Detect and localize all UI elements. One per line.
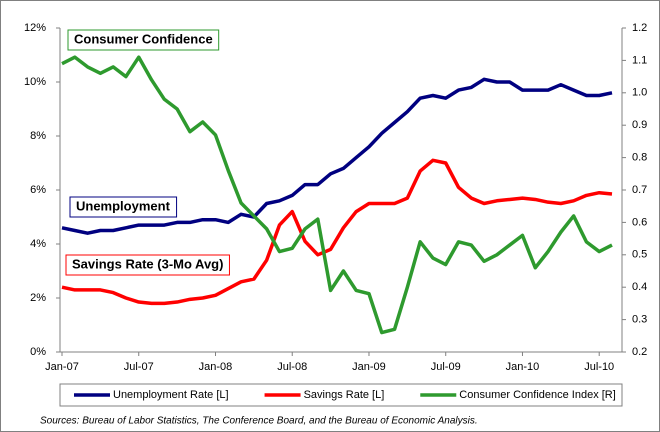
y-tick-label: 4% [30,238,46,250]
series-line [61,158,613,306]
y2-tick-label: 0.5 [632,249,647,261]
series-line [61,77,613,235]
annotation: Savings Rate (3-Mo Avg) [65,254,230,276]
y-tick-label: 0% [30,346,46,358]
x-tick-label: Jul-09 [431,361,461,373]
y2-tick-label: 0.7 [632,184,647,196]
series-line [61,55,613,335]
legend-label: Unemployment Rate [L] [113,389,229,401]
x-tick-label: Jan-08 [199,361,233,373]
annotation-box [67,29,220,51]
source-note: Sources: Bureau of Labor Statistics, The… [40,416,478,427]
legend-label: Savings Rate [L] [304,389,385,401]
x-tick-label: Jan-09 [352,361,386,373]
legend-label: Consumer Confidence Index [R] [459,389,616,401]
legend-box [59,383,623,407]
y-tick-label: 6% [30,184,46,196]
annotation-text: Savings Rate (3-Mo Avg) [72,256,223,271]
annotation: Consumer Confidence [67,29,220,51]
y-tick-label: 8% [30,130,46,142]
y2-tick-label: 0.2 [632,346,647,358]
x-tick-label: Jan-07 [45,361,79,373]
x-tick-label: Jan-10 [506,361,540,373]
x-tick-label: Jul-08 [277,361,307,373]
y2-tick-label: 1.2 [632,22,647,34]
y2-tick-label: 0.9 [632,119,647,131]
annotation-text: Consumer Confidence [74,31,213,46]
y2-tick-label: 0.4 [632,281,647,293]
y-tick-label: 12% [24,22,46,34]
annotation-text: Unemployment [76,198,171,213]
annotation-box [69,196,178,218]
y2-tick-label: 0.3 [632,314,647,326]
annotation: Unemployment [69,196,178,218]
y2-tick-label: 0.6 [632,216,647,228]
y2-tick-label: 1.1 [632,54,647,66]
y2-tick-label: 0.8 [632,152,647,164]
annotation-box [65,254,230,276]
y2-tick-label: 1.0 [632,87,647,99]
x-tick-label: Jul-10 [584,361,614,373]
y-tick-label: 2% [30,292,46,304]
y-tick-label: 10% [24,76,46,88]
x-tick-label: Jul-07 [124,361,154,373]
